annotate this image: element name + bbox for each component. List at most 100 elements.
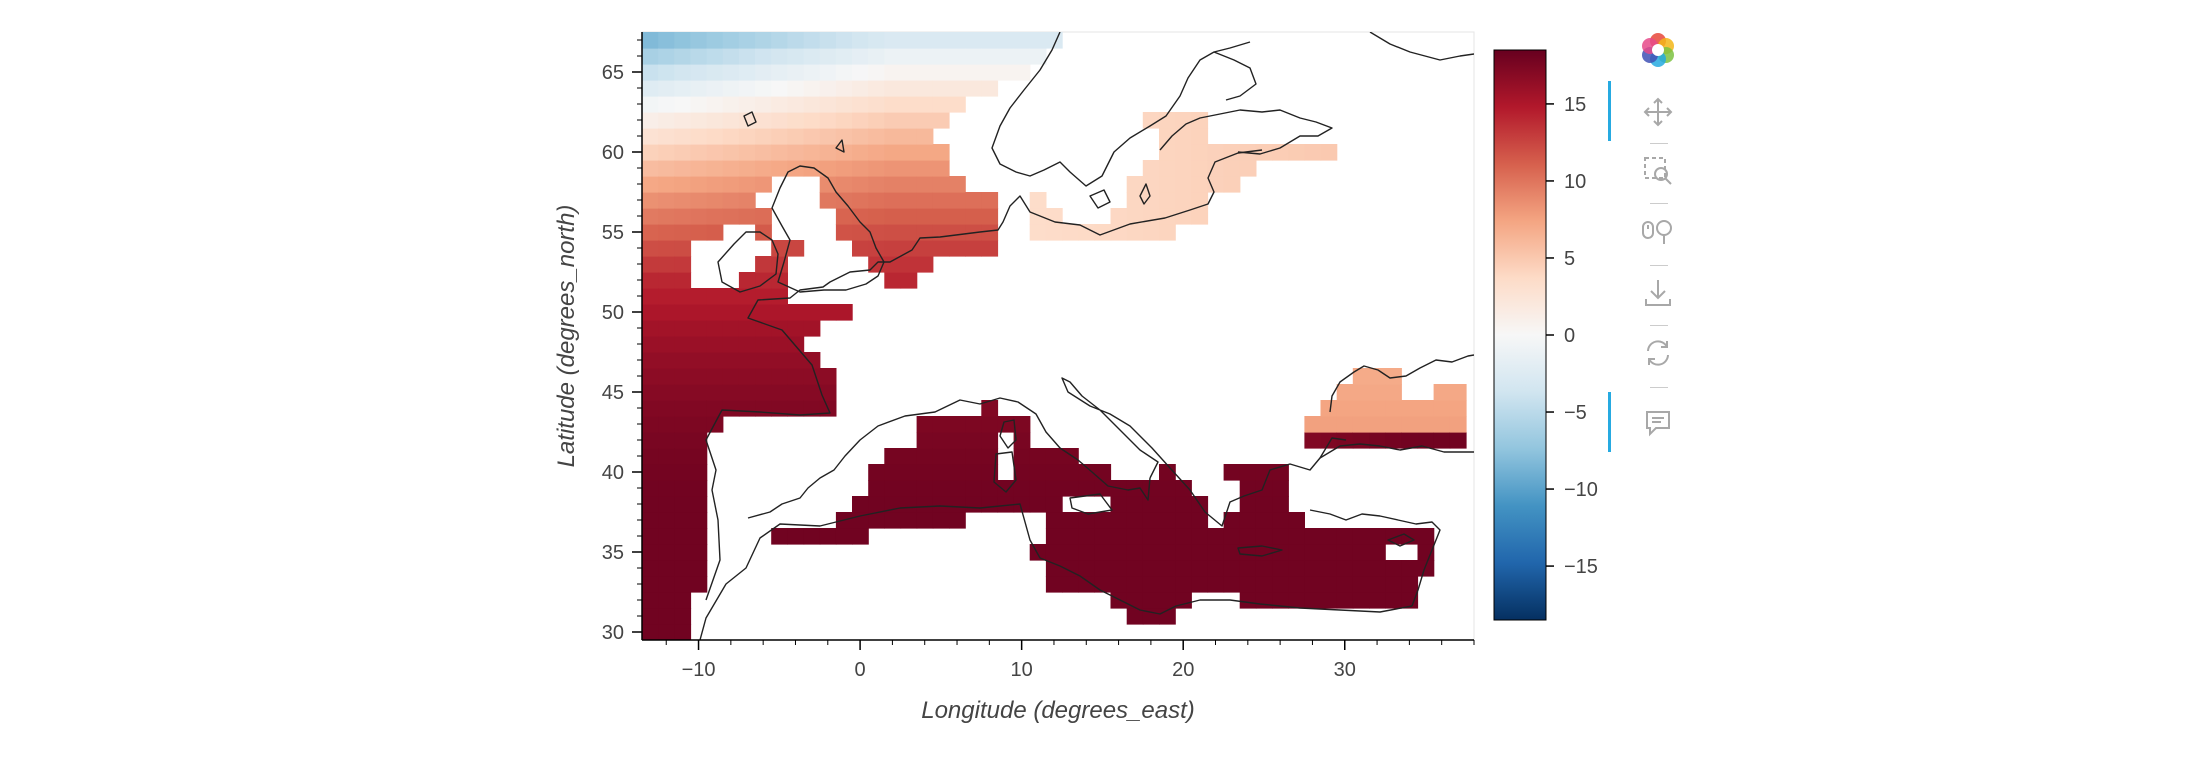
heatmap-cell <box>900 128 918 145</box>
heatmap-cell <box>1417 560 1435 577</box>
heatmap-cell <box>932 64 950 81</box>
heatmap-cell <box>1045 560 1063 577</box>
heatmap-cell <box>1159 512 1176 529</box>
heatmap-cell <box>642 144 659 161</box>
toolbar <box>1608 25 1678 465</box>
heatmap-cell <box>787 64 805 81</box>
heatmap-cell <box>738 160 756 177</box>
heatmap-cell <box>900 512 918 529</box>
heatmap-cell <box>690 496 708 513</box>
heatmap-cell <box>674 224 692 241</box>
heatmap-cell <box>852 192 869 209</box>
heatmap-cell <box>900 32 918 49</box>
heatmap-cell <box>1304 576 1322 593</box>
heatmap-cell <box>1126 496 1144 513</box>
heatmap-cell <box>658 160 675 177</box>
heatmap-cell <box>835 80 853 97</box>
heatmap-cell <box>949 48 966 65</box>
heatmap-cell <box>1369 400 1386 417</box>
heatmap-cell <box>916 240 934 257</box>
heatmap-cell <box>738 320 756 337</box>
heatmap-cell <box>755 144 772 161</box>
heatmap-cell <box>1255 528 1273 545</box>
x-tick-label: 10 <box>1011 659 1033 681</box>
pan-icon[interactable] <box>1638 92 1678 132</box>
heatmap-cell <box>1288 560 1305 577</box>
heatmap-cell <box>787 240 805 257</box>
x-tick-label: 0 <box>855 659 866 681</box>
heatmap-cell <box>1175 176 1192 193</box>
heatmap-cell <box>1417 416 1435 433</box>
heatmap-cell <box>852 112 869 129</box>
heatmap-cell <box>642 48 659 65</box>
heatmap-cell <box>835 208 853 225</box>
heatmap-cell <box>916 48 934 65</box>
heatmap-cell <box>900 176 918 193</box>
heatmap-cell <box>1223 512 1241 529</box>
heatmap-cell <box>658 288 675 305</box>
heatmap-cell <box>1369 544 1386 561</box>
heatmap-cell <box>787 304 805 321</box>
heatmap-cell <box>690 128 708 145</box>
y-tick-label: 65 <box>602 62 624 84</box>
heatmap-cell <box>965 496 982 513</box>
heatmap-cell <box>1433 416 1451 433</box>
heatmap-cell <box>803 352 821 369</box>
wheel-zoom-icon[interactable] <box>1638 211 1678 251</box>
heatmap-cell <box>738 368 756 385</box>
heatmap-cell <box>1304 592 1322 609</box>
heatmap-cell <box>690 192 708 209</box>
heatmap-cell <box>900 480 918 497</box>
heatmap-cell <box>1110 528 1128 545</box>
heatmap-cell <box>835 64 853 81</box>
heatmap-cell <box>916 208 934 225</box>
colorbar-tick-label: −15 <box>1564 556 1598 578</box>
heatmap-cell <box>1175 544 1192 561</box>
heatmap-cell <box>852 176 869 193</box>
heatmap-cell <box>1110 496 1128 513</box>
heatmap-cell <box>916 256 934 273</box>
reset-icon[interactable] <box>1638 333 1678 373</box>
heatmap-cell <box>738 96 756 113</box>
heatmap-cell <box>706 384 724 401</box>
heatmap-cell <box>1110 592 1128 609</box>
save-icon[interactable] <box>1638 273 1678 313</box>
heatmap-cell <box>1191 192 1209 209</box>
heatmap-cell <box>819 192 837 209</box>
heatmap-cell <box>642 32 659 49</box>
heatmap-cell <box>932 160 950 177</box>
heatmap-cell <box>1142 192 1160 209</box>
heatmap-cell <box>916 32 934 49</box>
heatmap-cell <box>787 128 805 145</box>
heatmap-cell <box>771 384 788 401</box>
heatmap-cell <box>1175 128 1192 145</box>
bokeh-logo-icon[interactable] <box>1638 30 1678 70</box>
heatmap-cell <box>819 48 837 65</box>
heatmap-cell <box>690 512 708 529</box>
heatmap-cell <box>674 592 692 609</box>
heatmap-cell <box>835 96 853 113</box>
heatmap-cell <box>674 480 692 497</box>
heatmap-cell <box>642 128 659 145</box>
heatmap-cell <box>868 496 885 513</box>
heatmap-cell <box>738 64 756 81</box>
pan-active-indicator <box>1608 81 1611 141</box>
heatmap-cell <box>658 224 675 241</box>
heatmap-cell <box>706 224 724 241</box>
heatmap-cell <box>1013 480 1031 497</box>
heatmap-cell <box>1191 512 1209 529</box>
hover-icon[interactable] <box>1638 403 1678 443</box>
heatmap-cell <box>819 32 837 49</box>
heatmap-cell <box>932 240 950 257</box>
heatmap-cell <box>642 320 659 337</box>
heatmap-cell <box>787 528 805 545</box>
heatmap-cell <box>722 352 740 369</box>
box-zoom-icon[interactable] <box>1638 151 1678 191</box>
coastline-crete <box>1237 545 1283 557</box>
heatmap-cell <box>884 448 902 465</box>
heatmap-cell <box>674 352 692 369</box>
heatmap-cell <box>1110 512 1128 529</box>
heatmap-cell <box>1336 560 1354 577</box>
heatmap-cell <box>884 240 902 257</box>
